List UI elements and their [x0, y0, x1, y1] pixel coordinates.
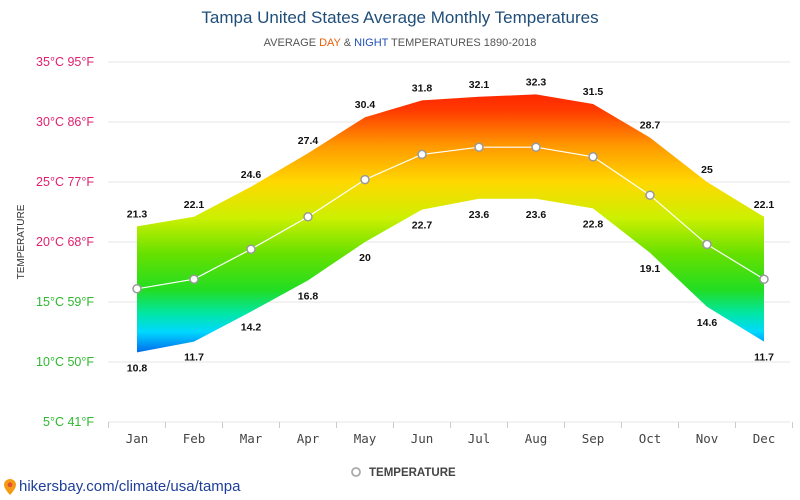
mean-marker-mar[interactable]: [246, 244, 256, 254]
day-label-oct: 28.7: [640, 120, 661, 132]
subtitle-day-word: DAY: [319, 37, 341, 49]
day-label-mar: 24.6: [241, 169, 262, 181]
mean-marker-may[interactable]: [360, 174, 370, 185]
x-tick-label-may: May: [354, 431, 377, 446]
subtitle-night-word: NIGHT: [354, 37, 389, 49]
x-axis-ticks: Jan Feb Mar Apr May Jun Jul Aug Sep Oct Nov Dec: [108, 422, 793, 446]
mean-marker-feb[interactable]: [189, 274, 199, 284]
mean-marker-jun[interactable]: [417, 149, 427, 160]
y-tick-label: 15°C 59°F: [36, 295, 94, 309]
night-label-jul: 23.6: [469, 209, 490, 221]
night-label-jun: 22.7: [412, 220, 433, 232]
day-label-jan: 21.3: [127, 208, 148, 220]
day-label-aug: 32.3: [526, 76, 547, 88]
mean-temperature-line: [136, 146, 765, 290]
x-tick-label-feb: Feb: [183, 431, 206, 446]
x-tick-label-nov: Nov: [696, 431, 719, 446]
map-pin-icon: [4, 478, 16, 495]
mean-marker-sep[interactable]: [588, 152, 598, 162]
mean-temperature-markers: [132, 142, 769, 294]
day-label-may: 30.4: [355, 99, 376, 111]
temperature-range-band: [137, 94, 764, 353]
legend-label: TEMPERATURE: [369, 467, 456, 479]
day-label-nov: 25: [701, 164, 713, 176]
night-label-aug: 23.6: [526, 209, 547, 221]
chart-title: Tampa United States Average Monthly Temp…: [201, 8, 598, 27]
y-tick-label: 35°C 95°F: [36, 55, 94, 69]
mean-marker-jan[interactable]: [132, 284, 142, 294]
subtitle-middle: &: [341, 37, 354, 49]
x-tick-label-jan: Jan: [126, 431, 149, 446]
day-label-dec: 22.1: [754, 199, 775, 211]
y-axis-label: TEMPERATURE: [16, 204, 27, 279]
x-tick-label-dec: Dec: [753, 431, 776, 446]
day-label-feb: 22.1: [184, 199, 205, 211]
day-label-apr: 27.4: [298, 135, 319, 147]
subtitle-suffix: TEMPERATURES 1890-2018: [388, 37, 536, 49]
x-tick-label-oct: Oct: [639, 431, 662, 446]
x-tick-label-mar: Mar: [240, 431, 263, 446]
y-tick-label: 30°C 86°F: [36, 115, 94, 129]
mean-marker-dec[interactable]: [759, 274, 769, 284]
night-label-dec: 11.7: [754, 352, 774, 364]
y-tick-label: 25°C 77°F: [36, 175, 94, 189]
night-label-sep: 22.8: [583, 218, 604, 230]
site-footer[interactable]: hikersbay.com/climate/usa/tampa: [4, 478, 240, 495]
y-axis-ticks: 35°C 95°F 30°C 86°F 25°C 77°F 20°C 68°F 15°C…: [36, 55, 94, 429]
night-label-oct: 19.1: [640, 263, 661, 275]
x-tick-label-aug: Aug: [525, 431, 548, 446]
y-tick-label: 10°C 50°F: [36, 355, 94, 369]
night-label-jan: 10.8: [127, 362, 148, 374]
chart-subtitle: AVERAGE DAY & NIGHT TEMPERATURES 1890-20…: [264, 37, 537, 49]
legend-marker-icon: [351, 467, 361, 477]
x-tick-label-jun: Jun: [411, 431, 434, 446]
day-value-labels: 21.3 22.1 24.6 27.4 30.4 31.8 32.1 32.3 31.5 28.7…: [127, 76, 775, 220]
subtitle-prefix: AVERAGE: [264, 37, 319, 49]
day-label-jun: 31.8: [412, 82, 433, 94]
site-url[interactable]: hikersbay.com/climate/usa/tampa: [19, 478, 241, 495]
y-tick-label: 5°C 41°F: [43, 415, 94, 429]
x-tick-label-sep: Sep: [582, 431, 605, 446]
night-value-labels: 10.8 11.7 14.2 16.8 20 22.7 23.6 23.6 22.8 19.1 14…: [127, 209, 774, 375]
day-label-sep: 31.5: [583, 86, 604, 98]
mean-marker-nov[interactable]: [702, 239, 712, 250]
night-label-apr: 16.8: [298, 290, 319, 302]
night-label-nov: 14.6: [697, 317, 718, 329]
x-tick-label-apr: Apr: [297, 431, 320, 446]
mean-marker-apr[interactable]: [303, 212, 313, 222]
night-label-feb: 11.7: [184, 352, 204, 364]
day-label-jul: 32.1: [469, 79, 490, 91]
night-label-mar: 14.2: [241, 322, 262, 334]
night-label-may: 20: [359, 252, 371, 264]
mean-marker-aug[interactable]: [531, 142, 541, 152]
chart-legend[interactable]: TEMPERATURE: [351, 467, 456, 479]
x-tick-label-jul: Jul: [468, 431, 491, 446]
mean-marker-jul[interactable]: [474, 142, 484, 152]
mean-marker-oct[interactable]: [645, 190, 655, 200]
y-tick-label: 20°C 68°F: [36, 235, 94, 249]
